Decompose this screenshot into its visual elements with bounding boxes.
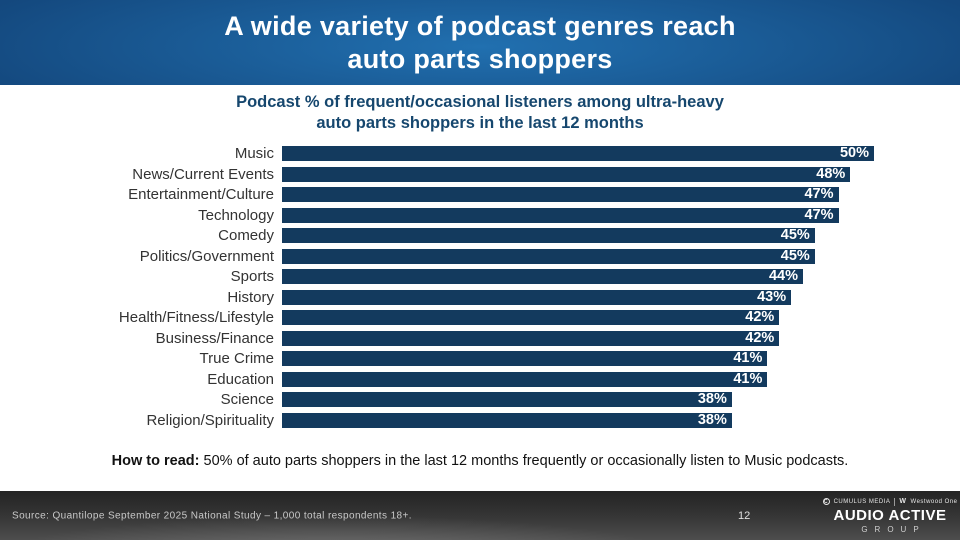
logo-sub-text: GROUP: [861, 524, 926, 534]
value-label: 47%: [804, 206, 834, 223]
cumulus-media-icon: C: [822, 498, 830, 505]
category-label: True Crime: [199, 350, 274, 367]
bar-track: 47%: [282, 187, 900, 202]
logo-brands-row: C CUMULUS MEDIA W Westwood One: [822, 497, 958, 506]
bar: 43%: [282, 288, 792, 305]
bar-track: 48%: [282, 165, 900, 182]
chart-row: Technology 47%: [0, 206, 900, 224]
how-to-read-label: How to read:: [111, 453, 200, 469]
cumulus-media-label: CUMULUS MEDIA: [833, 498, 891, 505]
value-label: 38%: [697, 391, 727, 407]
chart-row: Sports 44%: [0, 269, 900, 284]
bar: 47%: [282, 206, 839, 223]
bar: 45%: [282, 228, 815, 243]
value-label: 42%: [745, 309, 775, 325]
chart-row: Religion/Spirituality 38%: [0, 411, 900, 429]
bar-track: 42%: [282, 310, 900, 325]
chart-subtitle-line2: auto parts shoppers in the last 12 month…: [316, 114, 644, 133]
page-title-line1: A wide variety of podcast genres reach: [224, 11, 736, 42]
value-label: 41%: [733, 370, 763, 387]
chart-row: Music 50%: [0, 146, 900, 161]
category-label: Music: [234, 145, 274, 162]
bar: 41%: [282, 370, 768, 387]
category-label: Science: [220, 391, 274, 408]
page-number: 12: [738, 509, 751, 522]
bar: 44%: [282, 269, 803, 284]
logo-main-text: AUDIO ACTIVE: [833, 506, 947, 524]
chart-row: Health/Fitness/Lifestyle 42%: [0, 310, 900, 325]
bar-track: 45%: [282, 228, 900, 243]
category-label: Religion/Spirituality: [146, 411, 274, 429]
chart-row: News/Current Events 48%: [0, 165, 900, 183]
bar-chart: Music 50% News/Current Events 48% Entertainm…: [0, 146, 900, 433]
how-to-read-note: How to read: 50% of auto parts shoppers …: [0, 453, 960, 469]
chart-subtitle: Podcast % of frequent/occasional listene…: [0, 92, 960, 135]
bar: 50%: [282, 146, 874, 161]
category-label: Education: [207, 370, 274, 388]
logo-divider: [894, 497, 896, 506]
category-label: Sports: [230, 268, 274, 285]
bar-track: 47%: [282, 206, 900, 223]
header-banner: A wide variety of podcast genres reach a…: [0, 0, 960, 85]
westwood-one-icon: W: [899, 498, 907, 505]
chart-row: Business/Finance 42%: [0, 329, 900, 347]
chart-row: History 43%: [0, 288, 900, 306]
footer-bar: Source: Quantilope September 2025 Nation…: [0, 491, 960, 540]
value-label: 45%: [780, 247, 810, 264]
value-label: 38%: [697, 411, 727, 428]
value-label: 47%: [804, 186, 834, 202]
value-label: 43%: [757, 288, 787, 305]
category-label: Business/Finance: [155, 329, 274, 347]
bar: 38%: [282, 411, 732, 428]
bar: 42%: [282, 329, 780, 346]
chart-row: Science 38%: [0, 392, 900, 407]
bar: 48%: [282, 165, 851, 182]
chart-row: Entertainment/Culture 47%: [0, 187, 900, 202]
category-label: Entertainment/Culture: [128, 186, 274, 203]
value-label: 41%: [733, 350, 763, 366]
how-to-read-text: 50% of auto parts shoppers in the last 1…: [199, 453, 849, 469]
value-label: 42%: [745, 329, 775, 346]
chart-row: Politics/Government 45%: [0, 247, 900, 265]
page-title-line2: auto parts shoppers: [347, 43, 613, 74]
bar: 45%: [282, 247, 815, 264]
category-label: History: [227, 288, 274, 306]
bar: 47%: [282, 187, 839, 202]
value-label: 45%: [780, 227, 810, 243]
bar-track: 45%: [282, 247, 900, 264]
bar-track: 38%: [282, 411, 900, 428]
category-label: Politics/Government: [139, 247, 274, 265]
bar-track: 44%: [282, 269, 900, 284]
value-label: 48%: [816, 165, 846, 182]
bar: 38%: [282, 392, 732, 407]
category-label: Technology: [198, 206, 274, 224]
chart-row: Comedy 45%: [0, 228, 900, 243]
category-label: Comedy: [218, 227, 274, 244]
bar-track: 41%: [282, 351, 900, 366]
westwood-one-label: Westwood One: [910, 498, 958, 505]
source-note: Source: Quantilope September 2025 Nation…: [12, 510, 412, 521]
bar-track: 43%: [282, 288, 900, 305]
value-label: 50%: [839, 145, 869, 161]
bar: 41%: [282, 350, 768, 366]
bar-track: 38%: [282, 392, 900, 407]
category-label: News/Current Events: [132, 165, 274, 183]
audio-active-group-logo: C CUMULUS MEDIA W Westwood One AUDIO ACT…: [822, 497, 957, 534]
value-label: 44%: [768, 268, 798, 284]
chart-subtitle-line1: Podcast % of frequent/occasional listene…: [236, 93, 724, 111]
bar-track: 50%: [282, 146, 900, 161]
category-label: Health/Fitness/Lifestyle: [118, 309, 274, 326]
bar: 42%: [282, 309, 780, 325]
bar-track: 42%: [282, 329, 900, 346]
bar-track: 41%: [282, 370, 900, 387]
chart-row: Education 41%: [0, 370, 900, 388]
chart-row: True Crime 41%: [0, 351, 900, 366]
